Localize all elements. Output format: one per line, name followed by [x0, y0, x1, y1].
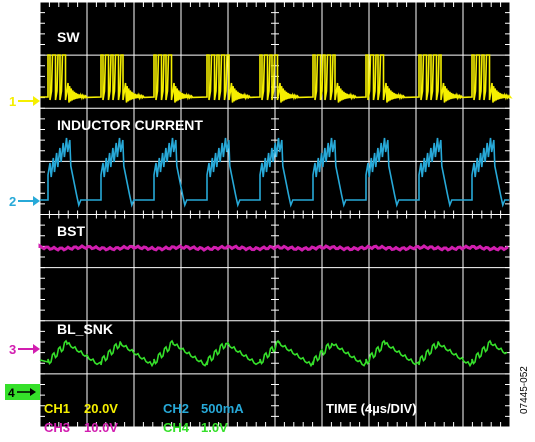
inductor-current-waveform — [40, 137, 509, 208]
ch1-marker-number: 1 — [9, 94, 16, 109]
sw-waveform — [40, 54, 513, 103]
trace-label-inductor-current: INDUCTOR CURRENT — [57, 117, 203, 133]
waveform-traces — [38, 54, 513, 368]
ch1-ground-marker: 1 — [9, 94, 40, 109]
trace-label-sw: SW — [57, 29, 80, 45]
ch3-scale: 10.0V — [84, 420, 118, 435]
figure-id: 07445-052 — [519, 366, 530, 414]
graticule — [39, 1, 511, 428]
ch1-scale: 20.0V — [84, 401, 118, 416]
time-base-label: TIME (4µs/DIV) — [326, 401, 417, 416]
bst-waveform — [38, 243, 509, 252]
ch4-scale: 1.0V — [201, 420, 228, 435]
ch3-marker-number: 3 — [9, 342, 16, 357]
ch4-ground-marker: 4 — [5, 384, 40, 400]
trace-label-bl-snk: BL_SNK — [57, 321, 113, 337]
ch3-ground-marker: 3 — [9, 342, 40, 357]
ch2-scale: 500mA — [201, 401, 244, 416]
ch3-name: CH3 — [44, 420, 70, 435]
ch1-name: CH1 — [44, 401, 70, 416]
bl-snk-waveform — [39, 339, 508, 368]
ch4-marker-number: 4 — [8, 386, 15, 400]
ch2-ground-marker: 2 — [9, 194, 40, 209]
ch2-name: CH2 — [163, 401, 189, 416]
trace-label-bst: BST — [57, 223, 85, 239]
ch2-marker-number: 2 — [9, 194, 16, 209]
ch4-name: CH4 — [163, 420, 190, 435]
